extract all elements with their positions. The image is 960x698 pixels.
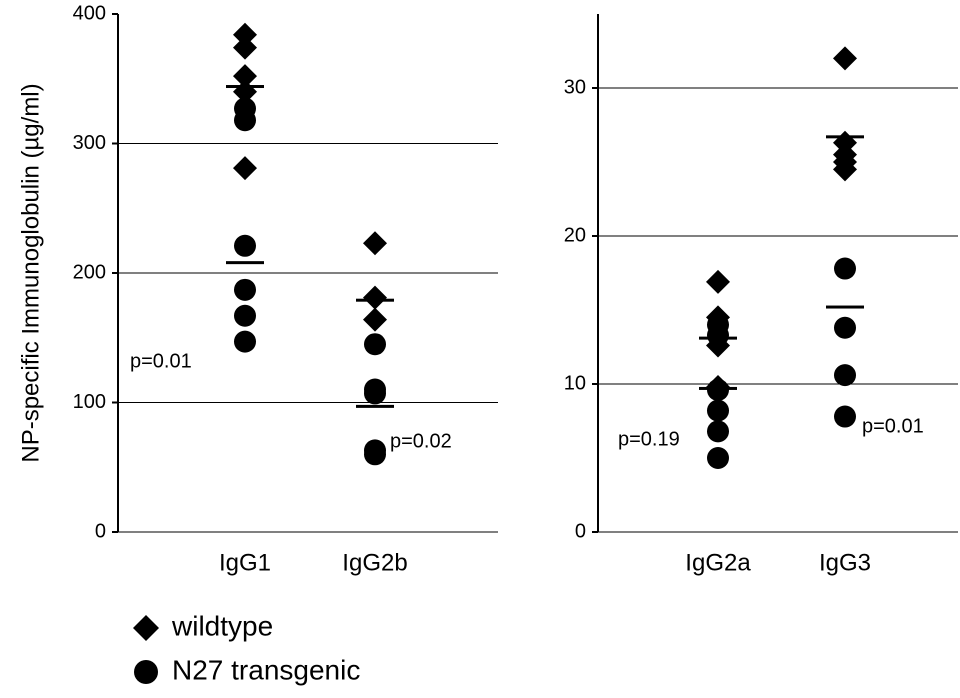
mean-bar [826,135,864,139]
p-value: p=0.19 [618,428,680,450]
circle-point [707,420,729,443]
mean-bar [226,85,264,89]
circle-point [707,447,729,469]
circle-point [234,234,256,257]
p-value: p=0.01 [862,415,924,437]
y-tick-label: 20 [564,224,586,246]
p-value: p=0.01 [130,350,192,372]
legend-circle [134,660,158,684]
diamond-point [363,285,387,310]
circle-point [364,382,386,405]
x-tick-label: IgG3 [819,549,871,576]
y-tick-label: 0 [95,520,106,542]
circle-point [707,324,729,347]
circle-point [364,333,386,356]
diamond-point [363,307,387,332]
diamond-point [233,64,257,89]
legend-diamond [133,615,159,641]
mean-bar [699,386,737,390]
y-tick-label: 10 [564,372,586,394]
diamond-point [833,46,857,71]
circle-point [707,399,729,422]
circle-point [834,257,856,280]
y-tick-label: 100 [73,391,106,413]
circle-point [364,443,386,466]
mean-bar [699,336,737,340]
circle-point [234,278,256,301]
diamond-point [233,35,257,60]
x-tick-label: IgG2a [685,549,751,576]
y-tick-label: 30 [564,76,586,98]
circle-point [234,109,256,132]
x-tick-label: IgG1 [219,549,271,576]
y-tick-label: 200 [73,261,106,283]
legend-label: N27 transgenic [172,654,360,685]
mean-bar [356,404,394,408]
circle-point [234,330,256,353]
y-tick-label: 0 [575,520,586,542]
diamond-point [833,157,857,182]
mean-bar [226,261,264,265]
diamond-point [233,22,257,47]
diamond-point [363,231,387,256]
y-tick-label: 400 [73,2,106,24]
y-tick-label: 300 [73,132,106,154]
y-axis-label: NP-specific Immunoglobulin (µg/ml) [17,83,44,462]
x-tick-label: IgG2b [342,549,407,576]
circle-point [834,364,856,387]
circle-point [234,304,256,327]
mean-bar [826,305,864,309]
circle-point [834,405,856,428]
mean-bar [356,298,394,302]
legend-label: wildtype [171,610,273,641]
p-value: p=0.02 [390,430,452,452]
circle-point [834,316,856,339]
diamond-point [233,156,257,181]
diamond-point [706,269,730,294]
